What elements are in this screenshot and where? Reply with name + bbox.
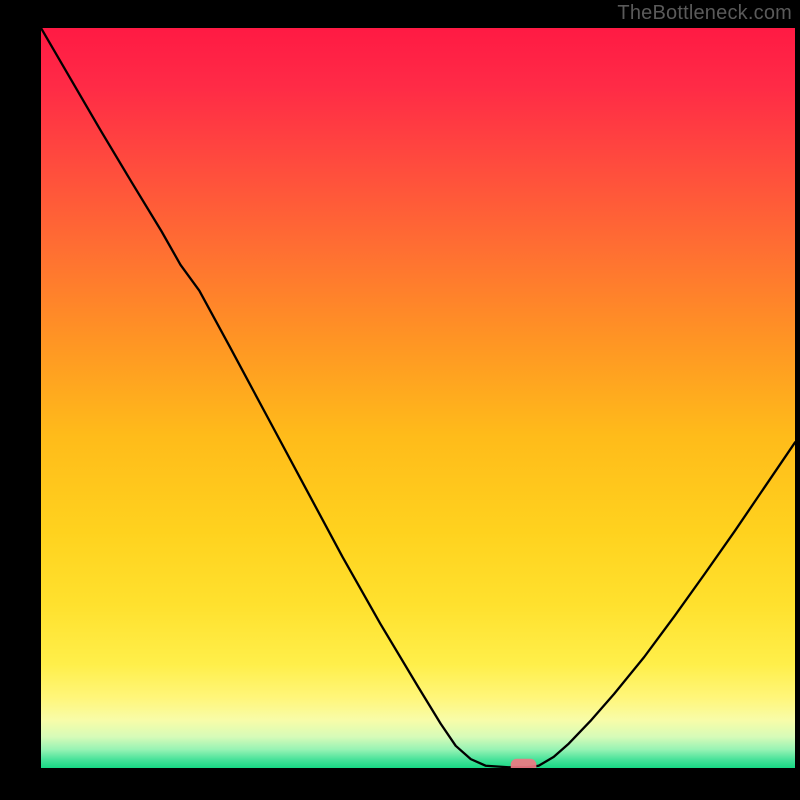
watermark-text: TheBottleneck.com (617, 2, 792, 25)
optimal-marker (511, 759, 537, 768)
gradient-background (41, 28, 795, 768)
bottleneck-chart (41, 28, 795, 768)
figure-root: TheBottleneck.com (0, 0, 800, 800)
plot-area (41, 28, 795, 768)
